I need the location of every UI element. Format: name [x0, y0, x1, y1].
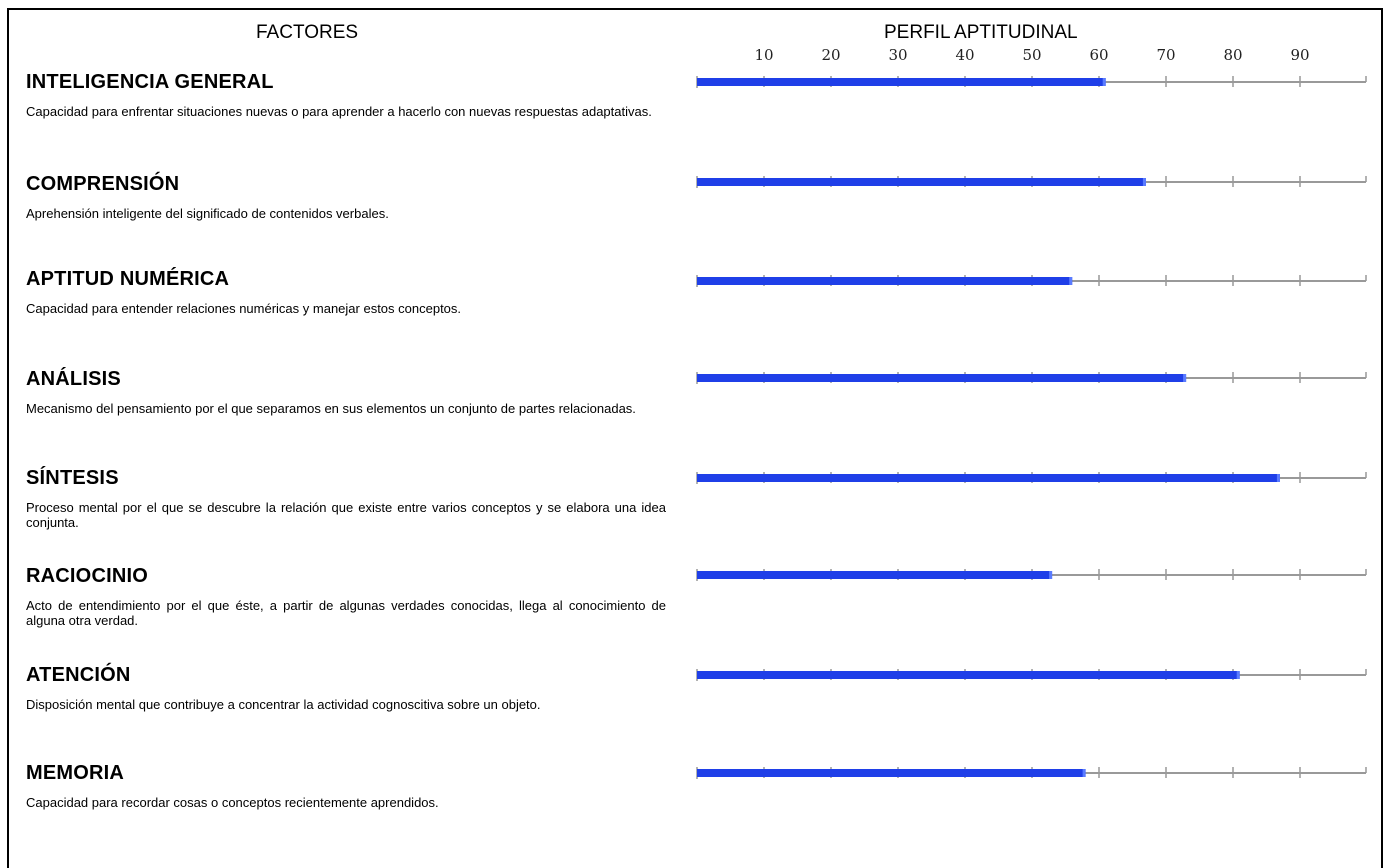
factor-sintesis: SÍNTESIS Proceso mental por el que se de… — [26, 467, 666, 530]
factor-analisis: ANÁLISIS Mecanismo del pensamiento por e… — [26, 368, 666, 416]
factor-title: INTELIGENCIA GENERAL — [26, 71, 274, 93]
tick-label-20: 20 — [821, 46, 841, 64]
factor-atencion: ATENCIÓN Disposición mental que contribu… — [26, 664, 666, 712]
tick-label-10: 10 — [754, 46, 774, 64]
factores-header: FACTORES — [256, 22, 359, 43]
factor-title: ATENCIÓN — [26, 664, 131, 686]
factor-description: Capacidad para enfrentar situaciones nue… — [26, 104, 652, 119]
factor-description: Disposición mental que contribuye a conc… — [26, 697, 541, 712]
tick-label-80: 80 — [1223, 46, 1243, 64]
factor-title: SÍNTESIS — [26, 467, 119, 489]
factor-title: ANÁLISIS — [26, 368, 121, 390]
tick-label-60: 60 — [1089, 46, 1109, 64]
factor-description: Acto de entendimiento por el que éste, a… — [26, 598, 666, 628]
factor-memoria: MEMORIA Capacidad para recordar cosas o … — [26, 762, 666, 810]
axis-tick-labels: 10 20 30 40 50 60 70 80 90 — [0, 46, 1384, 68]
tick-label-70: 70 — [1156, 46, 1176, 64]
factor-description: Capacidad para entender relaciones numér… — [26, 301, 462, 316]
tick-label-40: 40 — [955, 46, 975, 64]
factor-description: Aprehensión inteligente del significado … — [26, 206, 389, 221]
factor-description: Capacidad para recordar cosas o concepto… — [26, 795, 439, 810]
page-frame — [7, 8, 1383, 868]
factor-inteligencia-general: INTELIGENCIA GENERAL Capacidad para enfr… — [26, 71, 666, 119]
factor-title: COMPRENSIÓN — [26, 173, 180, 195]
tick-label-90: 90 — [1290, 46, 1310, 64]
factor-raciocinio: RACIOCINIO Acto de entendimiento por el … — [26, 565, 666, 628]
factor-title: RACIOCINIO — [26, 565, 148, 587]
perfil-aptitudinal-header: PERFIL APTITUDINAL — [884, 22, 1078, 43]
factor-comprension: COMPRENSIÓN Aprehensión inteligente del … — [26, 173, 666, 221]
factor-title: APTITUD NUMÉRICA — [26, 268, 230, 290]
factor-description: Proceso mental por el que se descubre la… — [26, 500, 666, 530]
tick-label-50: 50 — [1022, 46, 1042, 64]
factor-description: Mecanismo del pensamiento por el que sep… — [26, 401, 636, 416]
tick-label-30: 30 — [888, 46, 908, 64]
factor-aptitud-numerica: APTITUD NUMÉRICA Capacidad para entender… — [26, 268, 666, 316]
factor-title: MEMORIA — [26, 762, 125, 784]
